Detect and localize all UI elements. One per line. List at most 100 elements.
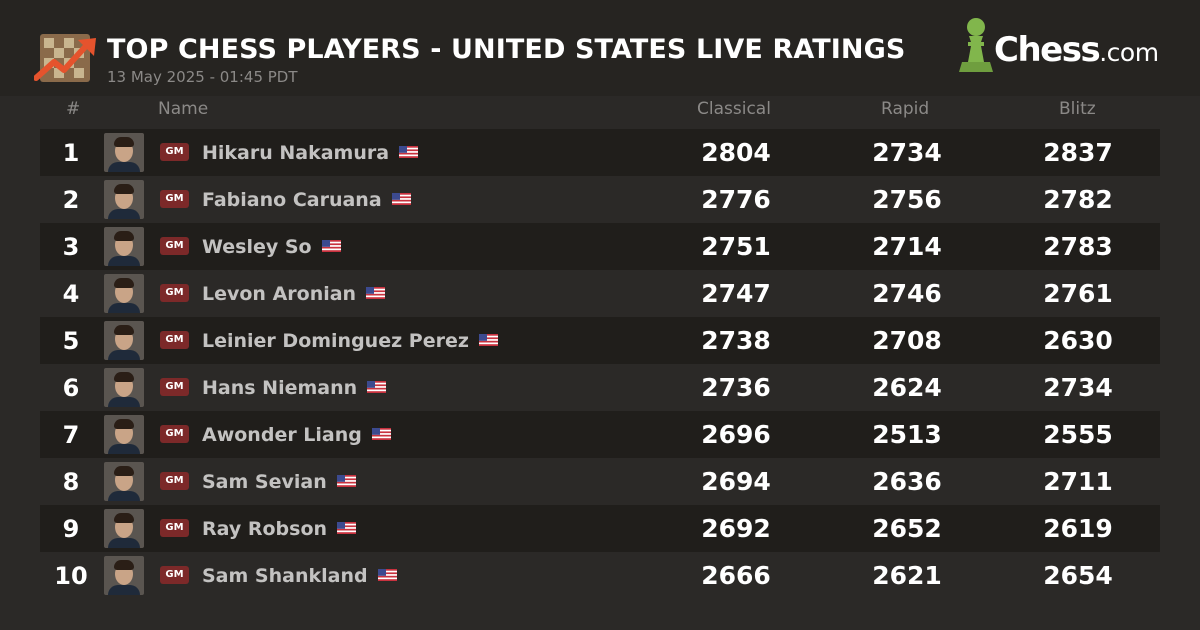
classical-rating: 2738 — [701, 326, 771, 355]
classical-rating: 2776 — [701, 185, 771, 214]
title-badge: GM — [160, 143, 189, 161]
title-badge: GM — [160, 425, 189, 443]
table-row[interactable]: 4 GM Levon Aronian 2747 2746 2761 — [40, 270, 1160, 317]
blitz-rating: 2837 — [1043, 138, 1113, 167]
rapid-rating: 2714 — [872, 232, 942, 261]
table-row[interactable]: 1 GM Hikaru Nakamura 2804 2734 2837 — [40, 129, 1160, 176]
avatar[interactable] — [104, 415, 144, 454]
blitz-rating: 2555 — [1043, 420, 1113, 449]
us-flag-icon — [366, 287, 386, 299]
title-badge: GM — [160, 237, 189, 255]
pawn-icon — [959, 18, 993, 72]
player-name[interactable]: Levon Aronian — [202, 283, 357, 305]
avatar[interactable] — [104, 368, 144, 407]
player-name[interactable]: Sam Sevian — [202, 471, 327, 493]
title-badge: GM — [160, 566, 189, 584]
player-name[interactable]: Awonder Liang — [202, 424, 362, 446]
rapid-rating: 2636 — [872, 467, 942, 496]
player-name[interactable]: Ray Robson — [202, 518, 328, 540]
avatar[interactable] — [104, 556, 144, 595]
timestamp: 13 May 2025 - 01:45 PDT — [107, 68, 298, 86]
avatar[interactable] — [104, 274, 144, 313]
rank-column-header: # — [66, 99, 81, 119]
logo-suffix: .com — [1099, 38, 1159, 67]
us-flag-icon — [478, 334, 498, 346]
avatar[interactable] — [104, 227, 144, 266]
us-flag-icon — [399, 146, 419, 158]
rank: 2 — [62, 186, 80, 214]
table-row[interactable]: 3 GM Wesley So 2751 2714 2783 — [40, 223, 1160, 270]
rapid-rating: 2513 — [872, 420, 942, 449]
title-badge: GM — [160, 331, 189, 349]
chess-com-logo[interactable]: Chess.com — [956, 16, 1162, 76]
blitz-rating: 2783 — [1043, 232, 1113, 261]
rank: 6 — [62, 374, 80, 402]
classical-rating: 2696 — [701, 420, 771, 449]
avatar[interactable] — [104, 133, 144, 172]
us-flag-icon — [371, 428, 391, 440]
page-title: TOP CHESS PLAYERS - UNITED STATES LIVE R… — [107, 34, 906, 65]
classical-rating: 2694 — [701, 467, 771, 496]
table-row[interactable]: 9 GM Ray Robson 2692 2652 2619 — [40, 505, 1160, 552]
rank: 8 — [62, 468, 80, 496]
rank: 10 — [54, 562, 88, 590]
rapid-column-header: Rapid — [881, 99, 930, 119]
classical-column-header: Classical — [697, 99, 771, 119]
title-badge: GM — [160, 472, 189, 490]
avatar[interactable] — [104, 462, 144, 501]
classical-rating: 2692 — [701, 514, 771, 543]
classical-rating: 2804 — [701, 138, 771, 167]
table-row[interactable]: 8 GM Sam Sevian 2694 2636 2711 — [40, 458, 1160, 505]
us-flag-icon — [337, 522, 357, 534]
classical-rating: 2747 — [701, 279, 771, 308]
classical-rating: 2736 — [701, 373, 771, 402]
blitz-rating: 2619 — [1043, 514, 1113, 543]
title-badge: GM — [160, 519, 189, 537]
blitz-rating: 2711 — [1043, 467, 1113, 496]
avatar[interactable] — [104, 180, 144, 219]
blitz-rating: 2654 — [1043, 561, 1113, 590]
rapid-rating: 2734 — [872, 138, 942, 167]
player-name[interactable]: Leinier Dominguez Perez — [202, 330, 469, 352]
rank: 3 — [62, 233, 80, 261]
avatar[interactable] — [104, 509, 144, 548]
avatar[interactable] — [104, 321, 144, 360]
table-row[interactable]: 6 GM Hans Niemann 2736 2624 2734 — [40, 364, 1160, 411]
rapid-rating: 2746 — [872, 279, 942, 308]
name-column-header: Name — [158, 99, 209, 119]
table-row[interactable]: 7 GM Awonder Liang 2696 2513 2555 — [40, 411, 1160, 458]
player-name[interactable]: Wesley So — [202, 236, 312, 258]
rank: 4 — [62, 280, 80, 308]
rapid-rating: 2652 — [872, 514, 942, 543]
us-flag-icon — [321, 240, 341, 252]
table-row[interactable]: 5 GM Leinier Dominguez Perez 2738 2708 2… — [40, 317, 1160, 364]
header: TOP CHESS PLAYERS - UNITED STATES LIVE R… — [0, 0, 1200, 96]
rank: 7 — [62, 421, 80, 449]
logo-name: Chess — [994, 30, 1101, 70]
us-flag-icon — [367, 381, 387, 393]
us-flag-icon — [391, 193, 411, 205]
rank: 5 — [62, 327, 80, 355]
blitz-rating: 2761 — [1043, 279, 1113, 308]
rapid-rating: 2708 — [872, 326, 942, 355]
us-flag-icon — [377, 569, 397, 581]
classical-rating: 2751 — [701, 232, 771, 261]
classical-rating: 2666 — [701, 561, 771, 590]
table-row[interactable]: 10 GM Sam Shankland 2666 2621 2654 — [40, 552, 1160, 599]
player-name[interactable]: Sam Shankland — [202, 565, 368, 587]
player-name[interactable]: Hans Niemann — [202, 377, 358, 399]
blitz-column-header: Blitz — [1059, 99, 1096, 119]
rapid-rating: 2621 — [872, 561, 942, 590]
player-name[interactable]: Fabiano Caruana — [202, 189, 382, 211]
table-header: # Name Classical Rapid Blitz — [40, 98, 1160, 126]
blitz-rating: 2782 — [1043, 185, 1113, 214]
table-row[interactable]: 2 GM Fabiano Caruana 2776 2756 2782 — [40, 176, 1160, 223]
rapid-rating: 2756 — [872, 185, 942, 214]
rank: 1 — [62, 139, 80, 167]
title-badge: GM — [160, 190, 189, 208]
player-name[interactable]: Hikaru Nakamura — [202, 142, 390, 164]
rapid-rating: 2624 — [872, 373, 942, 402]
blitz-rating: 2734 — [1043, 373, 1113, 402]
title-badge: GM — [160, 378, 189, 396]
rank: 9 — [62, 515, 80, 543]
